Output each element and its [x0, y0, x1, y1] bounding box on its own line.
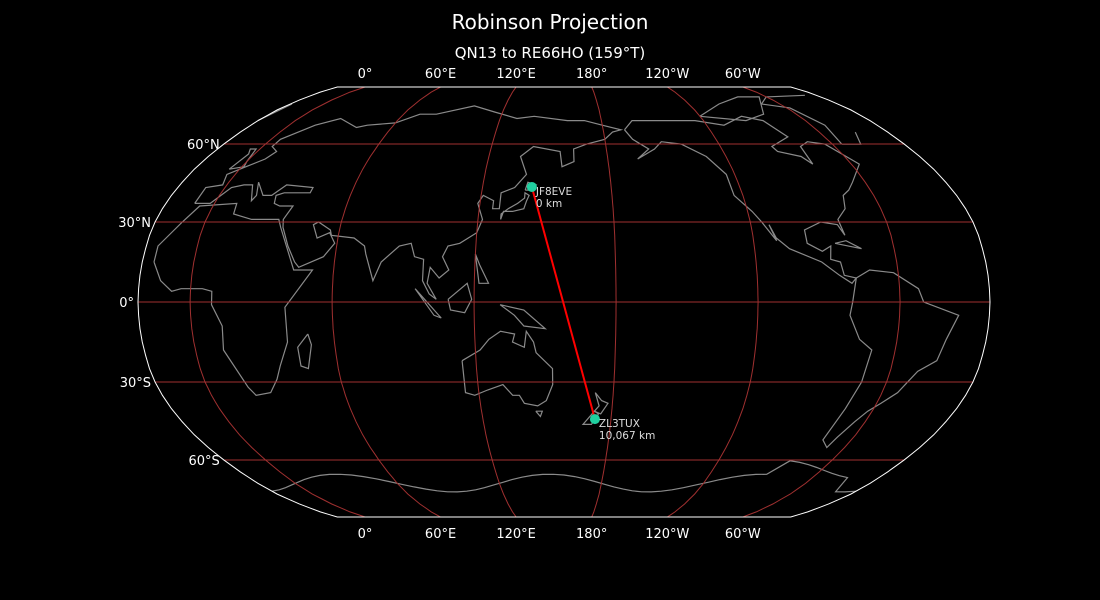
parallel-label: 0°: [119, 296, 134, 311]
coastline: [834, 240, 862, 250]
coastline: [461, 329, 554, 407]
coastline: [297, 333, 313, 370]
parallel-label: 30°S: [120, 376, 151, 391]
parallel-label: 60°S: [188, 454, 219, 469]
coastline-antarctica: [271, 460, 857, 493]
meridian-line: [331, 86, 441, 518]
coastline: [593, 392, 609, 415]
coastline: [760, 94, 843, 145]
parallel-label: 60°N: [187, 138, 220, 153]
coastline: [624, 115, 861, 285]
meridian-line: [742, 86, 901, 518]
station-marker[interactable]: [526, 181, 537, 192]
bottom-meridian-label: 180°: [576, 527, 607, 542]
top-meridian-label: 120°W: [645, 67, 689, 82]
bottom-meridian-label: 120°E: [496, 527, 536, 542]
coastline: [447, 282, 473, 314]
coastline: [499, 304, 548, 330]
coastline: [500, 191, 530, 220]
coastline: [228, 148, 258, 170]
parallel-label: 30°N: [118, 216, 151, 231]
coastline: [822, 269, 960, 449]
coastline: [474, 253, 490, 284]
meridian-line: [189, 86, 366, 518]
bottom-meridian-label: 0°: [358, 527, 373, 542]
station-marker[interactable]: [589, 414, 600, 425]
coastline: [194, 105, 624, 300]
map-title: Robinson Projection: [451, 10, 649, 34]
station-callsign: JF8EVE: [535, 186, 572, 198]
station-distance: 0 km: [536, 198, 562, 210]
coastlines: [153, 94, 960, 493]
meridian-line: [591, 86, 617, 518]
top-meridian-label: 180°: [576, 67, 607, 82]
gridlines: [138, 86, 990, 518]
coastline: [841, 131, 862, 145]
coastline: [153, 202, 314, 396]
top-meridian-label: 120°E: [496, 67, 536, 82]
coastline: [581, 410, 600, 425]
great-circle-path: [530, 186, 596, 420]
map-subtitle: QN13 to RE66HO (159°T): [454, 44, 646, 62]
bottom-meridian-label: 120°W: [645, 527, 689, 542]
coastline: [699, 96, 765, 122]
top-meridian-label: 60°W: [725, 67, 761, 82]
station-distance: 10,067 km: [599, 430, 655, 442]
top-meridian-label: 60°E: [425, 67, 456, 82]
meridian-line: [473, 86, 517, 518]
map-outline: [137, 86, 991, 518]
bottom-meridian-label: 60°E: [425, 527, 456, 542]
station-callsign: ZL3TUX: [599, 418, 640, 430]
bottom-meridian-label: 60°W: [725, 527, 761, 542]
top-meridian-label: 0°: [358, 67, 373, 82]
meridian-line: [667, 86, 759, 518]
coastline: [535, 410, 544, 418]
